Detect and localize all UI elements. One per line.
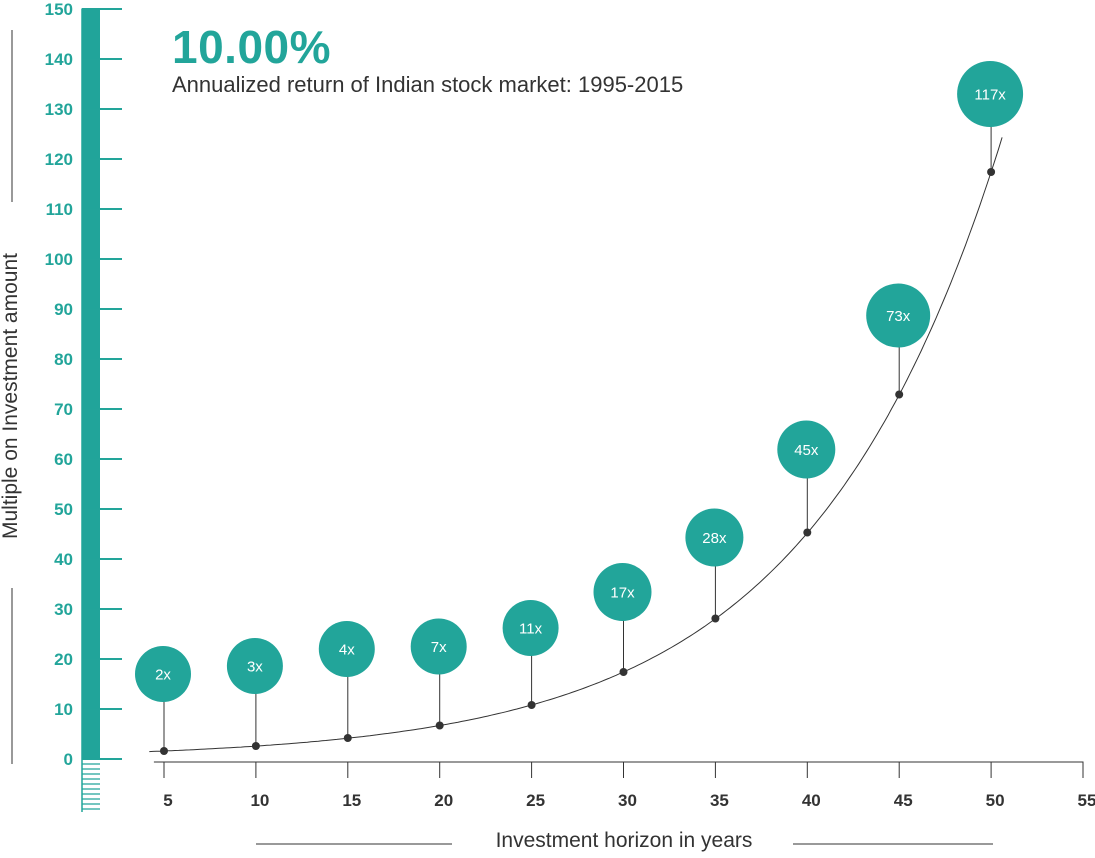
- y-tick-label: 150: [45, 0, 73, 19]
- data-point: [343, 734, 352, 742]
- data-point: [527, 701, 536, 709]
- multiple-bubble: [226, 638, 283, 694]
- y-tick-label: 110: [46, 200, 73, 219]
- bubble-label: 7x: [431, 639, 447, 656]
- multiple-bubble: [593, 563, 652, 621]
- bubble-label: 2x: [155, 667, 171, 684]
- multiple-bubble: [685, 508, 744, 567]
- data-point: [987, 168, 996, 176]
- bubble-label: 45x: [794, 442, 819, 459]
- data-point: [711, 614, 720, 623]
- x-axis-label: Investment horizon in years: [495, 829, 753, 852]
- y-tick-label: 80: [54, 350, 73, 369]
- y-tick-label: 10: [54, 700, 73, 719]
- y-tick-label: 90: [54, 300, 73, 319]
- x-tick-label: 20: [434, 791, 453, 810]
- bubble-label: 28x: [702, 530, 727, 547]
- axis-label-guides: [11, 30, 993, 845]
- y-tick-label: 30: [54, 600, 73, 619]
- bubble-label: 4x: [339, 642, 355, 659]
- multiple-bubble: [318, 621, 375, 677]
- x-axis: 5 10 15 20 25 30 35 40 45 50 55: [153, 761, 1095, 810]
- plot-area: 2x 3x 4x 7x 11x 17x 28x 45x 73x 117x: [135, 61, 1024, 755]
- x-tick-label: 30: [618, 791, 637, 810]
- y-tick-label: 130: [45, 100, 73, 119]
- data-point: [803, 528, 812, 537]
- x-tick-label: 15: [342, 791, 361, 810]
- multiple-bubble: [777, 420, 836, 479]
- y-tick-label: 40: [54, 550, 73, 569]
- bubble-label: 17x: [610, 585, 635, 602]
- x-tick-label: 45: [894, 791, 913, 810]
- data-point: [619, 668, 628, 676]
- bubble-label: 73x: [886, 308, 911, 325]
- x-tick-label: 35: [710, 791, 729, 810]
- headline-return: 10.00%: [172, 21, 332, 73]
- data-point: [435, 721, 444, 730]
- x-tick-label: 40: [802, 791, 821, 810]
- multiple-bubble: [135, 646, 191, 702]
- chart-subtitle: Annualized return of Indian stock market…: [172, 72, 684, 97]
- y-tick-label: 100: [45, 250, 73, 269]
- multiple-bubble: [410, 618, 467, 675]
- bubble-label: 3x: [247, 659, 263, 676]
- x-tick-label: 25: [526, 791, 545, 810]
- y-tick-label: 20: [54, 650, 73, 669]
- x-tick-label: 5: [163, 791, 172, 810]
- y-tick-label: 70: [54, 400, 73, 419]
- growth-curve: [149, 137, 1003, 753]
- y-tick-label: 50: [54, 500, 73, 519]
- x-tick-label: 50: [986, 791, 1005, 810]
- bubble-label: 11x: [519, 621, 543, 638]
- y-tick-label: 60: [54, 450, 73, 469]
- y-tick-label: 120: [45, 150, 73, 169]
- data-point: [251, 742, 260, 750]
- multiple-bubble: [866, 283, 931, 348]
- y-tick-label: 140: [45, 50, 73, 69]
- x-tick-label: 10: [250, 791, 269, 810]
- data-point: [895, 390, 904, 399]
- multiple-bubble: [502, 600, 559, 656]
- data-point: [160, 747, 168, 755]
- y-axis: 0 10 20 30 40 50 60 70 80 90 100 110 120 130 140 150: [45, 0, 122, 812]
- bubble-label: 117x: [974, 87, 1006, 104]
- x-tick-label: 55: [1078, 791, 1095, 810]
- multiple-bubble: [957, 61, 1024, 127]
- y-tick-label: 0: [64, 750, 73, 769]
